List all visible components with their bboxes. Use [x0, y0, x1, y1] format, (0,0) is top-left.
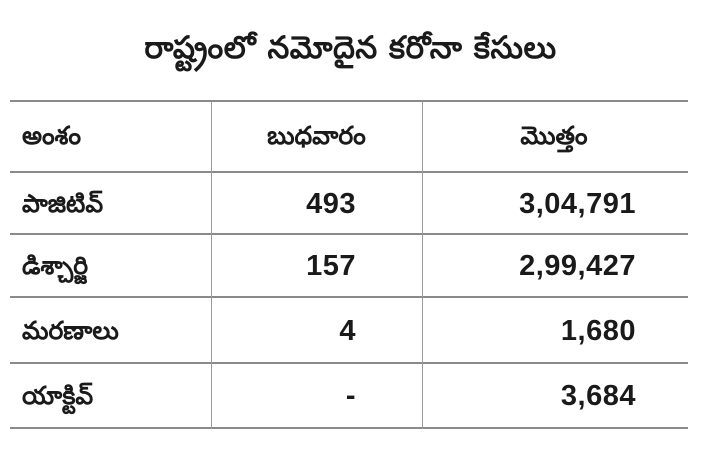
row-deaths-wednesday: 4 — [339, 315, 356, 347]
rule-row-2 — [10, 296, 688, 298]
row-deaths-total: 1,680 — [560, 315, 636, 347]
rule-header-bottom — [10, 171, 688, 173]
row-active-label: యాక్టివ్ — [22, 381, 94, 410]
row-active-wednesday: - — [345, 380, 356, 412]
rule-row-3 — [10, 362, 688, 364]
header-wednesday: బుధవారం — [267, 121, 366, 150]
row-positive-label: పాజిటివ్ — [22, 189, 104, 218]
row-deaths-label: మరణాలు — [22, 316, 119, 345]
header-item: అంశం — [22, 121, 82, 150]
row-discharge-total: 2,99,427 — [519, 250, 636, 282]
rule-top — [10, 100, 688, 102]
column-divider-2 — [422, 102, 423, 429]
rule-bottom — [10, 427, 688, 429]
row-positive-wednesday: 493 — [306, 188, 356, 220]
header-total: మొత్తం — [520, 121, 588, 150]
row-discharge-label: డిశ్చార్జి — [22, 251, 89, 280]
row-positive-total: 3,04,791 — [519, 188, 636, 220]
column-divider-1 — [211, 102, 212, 429]
table-title: రాష్ట్రంలో నమోదైన కరోనా కేసులు — [144, 30, 557, 66]
row-active-total: 3,684 — [560, 380, 636, 412]
rule-row-1 — [10, 233, 688, 235]
row-discharge-wednesday: 157 — [306, 250, 356, 282]
